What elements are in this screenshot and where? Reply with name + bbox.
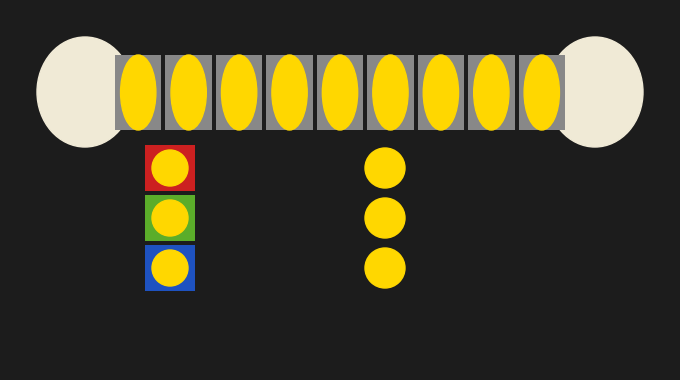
Bar: [216, 55, 262, 130]
Bar: [317, 55, 363, 130]
Ellipse shape: [120, 55, 156, 130]
Bar: [519, 55, 565, 130]
Ellipse shape: [171, 55, 206, 130]
Bar: [165, 55, 212, 130]
Ellipse shape: [373, 55, 408, 130]
Ellipse shape: [37, 37, 133, 147]
Bar: [367, 55, 413, 130]
Bar: [145, 145, 195, 191]
Bar: [267, 55, 313, 130]
Bar: [115, 55, 161, 130]
Bar: [468, 55, 515, 130]
Bar: [418, 55, 464, 130]
Ellipse shape: [152, 250, 188, 286]
Ellipse shape: [423, 55, 458, 130]
Ellipse shape: [152, 200, 188, 236]
Bar: [145, 245, 195, 291]
Ellipse shape: [547, 37, 643, 147]
Ellipse shape: [365, 148, 405, 188]
Ellipse shape: [474, 55, 509, 130]
Ellipse shape: [322, 55, 358, 130]
Ellipse shape: [152, 150, 188, 186]
Ellipse shape: [365, 248, 405, 288]
Ellipse shape: [272, 55, 307, 130]
Ellipse shape: [222, 55, 257, 130]
Ellipse shape: [524, 55, 560, 130]
Bar: [145, 195, 195, 241]
Ellipse shape: [365, 198, 405, 238]
